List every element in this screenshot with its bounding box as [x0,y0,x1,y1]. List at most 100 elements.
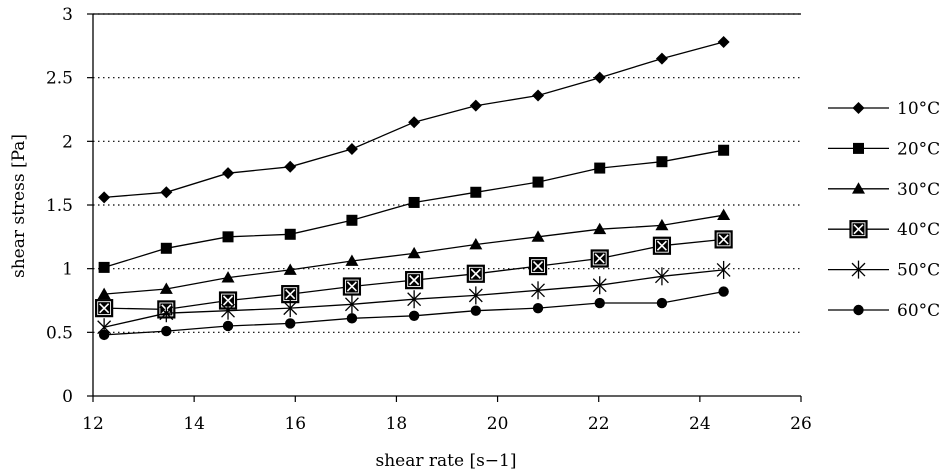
square-marker [160,242,172,254]
data-point [346,313,358,324]
x-tick-label: 14 [183,414,205,434]
diamond-marker [408,116,421,129]
data-point [528,257,548,276]
data-point [95,299,114,318]
legend-entry: 60°C [828,301,940,321]
data-point [654,267,669,286]
legend-label: 20°C [897,139,940,159]
data-point [714,230,733,249]
legend-entry: 30°C [828,180,940,200]
data-point [718,286,729,297]
circle-marker [718,286,729,297]
data-point [283,299,298,318]
series-10c [98,36,730,204]
triangle-marker [97,287,111,300]
square-marker [853,142,864,154]
data-point [532,176,544,188]
triangle-marker [852,182,865,194]
boxed-x-stroke [409,275,420,286]
y-tick-label: 2 [62,132,73,152]
data-point [717,208,731,221]
circle-marker [161,325,172,337]
square-marker [470,186,482,198]
square-marker [718,144,730,156]
triangle-marker [345,254,359,266]
x-tick-label: 16 [284,414,306,434]
data-point [470,305,482,316]
x-tick-label: 12 [82,414,104,434]
circle-marker [346,313,358,324]
x-axis-title: shear rate [s−1] [375,451,516,471]
data-point [656,297,668,309]
y-tick-label: 1.5 [46,196,73,216]
circle-marker [656,297,668,309]
boxed-x-stroke [853,224,864,235]
square-marker [656,156,668,168]
legend-marker [853,304,864,316]
gridlines [93,13,801,333]
data-point [407,290,422,309]
data-point [655,218,669,231]
data-point [284,228,296,240]
square-marker [222,231,234,243]
data-point [160,242,172,254]
data-point [466,264,485,283]
data-point [531,281,545,300]
y-tick-label: 3 [62,5,73,25]
triangle-marker [159,282,173,294]
data-point [283,263,297,275]
data-point [159,282,173,294]
triangle-marker [531,230,545,242]
data-point [408,116,421,129]
data-point [405,271,424,290]
data-point [593,222,607,235]
square-marker [284,228,296,240]
data-point [469,99,482,112]
square-marker [98,261,110,273]
data-point [98,191,111,204]
data-point [717,36,730,49]
data-point [284,160,297,173]
y-tick-label: 2.5 [46,69,73,89]
data-point [407,246,421,259]
data-point [592,276,607,295]
data-point [345,142,358,155]
y-axis-title: shear stress [Pa] [9,134,29,278]
x-tick-label: 20 [487,414,509,434]
series-50c [97,260,731,337]
square-marker [594,162,606,174]
boxed-x-stroke [222,295,234,306]
data-point [532,89,545,102]
diamond-marker [160,186,173,199]
data-point [344,295,359,314]
legend-label: 60°C [897,301,940,321]
boxed-x-stroke [656,240,667,251]
x-tick-label: 26 [790,414,812,434]
data-point [222,320,234,332]
legend-entry: 40°C [828,220,940,240]
x-tick-label: 18 [386,414,408,434]
circle-marker [98,329,110,341]
triangle-marker [717,208,731,221]
data-point [655,52,668,65]
square-marker [408,196,420,208]
triangle-marker [407,246,421,259]
data-point [98,329,110,341]
circle-marker [470,305,482,316]
data-point [342,277,362,296]
boxed-x-stroke [718,234,729,245]
data-point [281,285,300,304]
data-point [285,318,296,329]
square-marker [532,176,544,188]
circle-marker [285,318,296,329]
legend-entry: 50°C [828,260,940,281]
data-point [222,167,235,180]
data-point [652,236,672,255]
x-tick-label: 22 [588,414,610,434]
diamond-marker [852,102,865,114]
legend-entry: 10°C [828,99,940,119]
data-point [531,230,545,242]
data-point [718,144,730,156]
